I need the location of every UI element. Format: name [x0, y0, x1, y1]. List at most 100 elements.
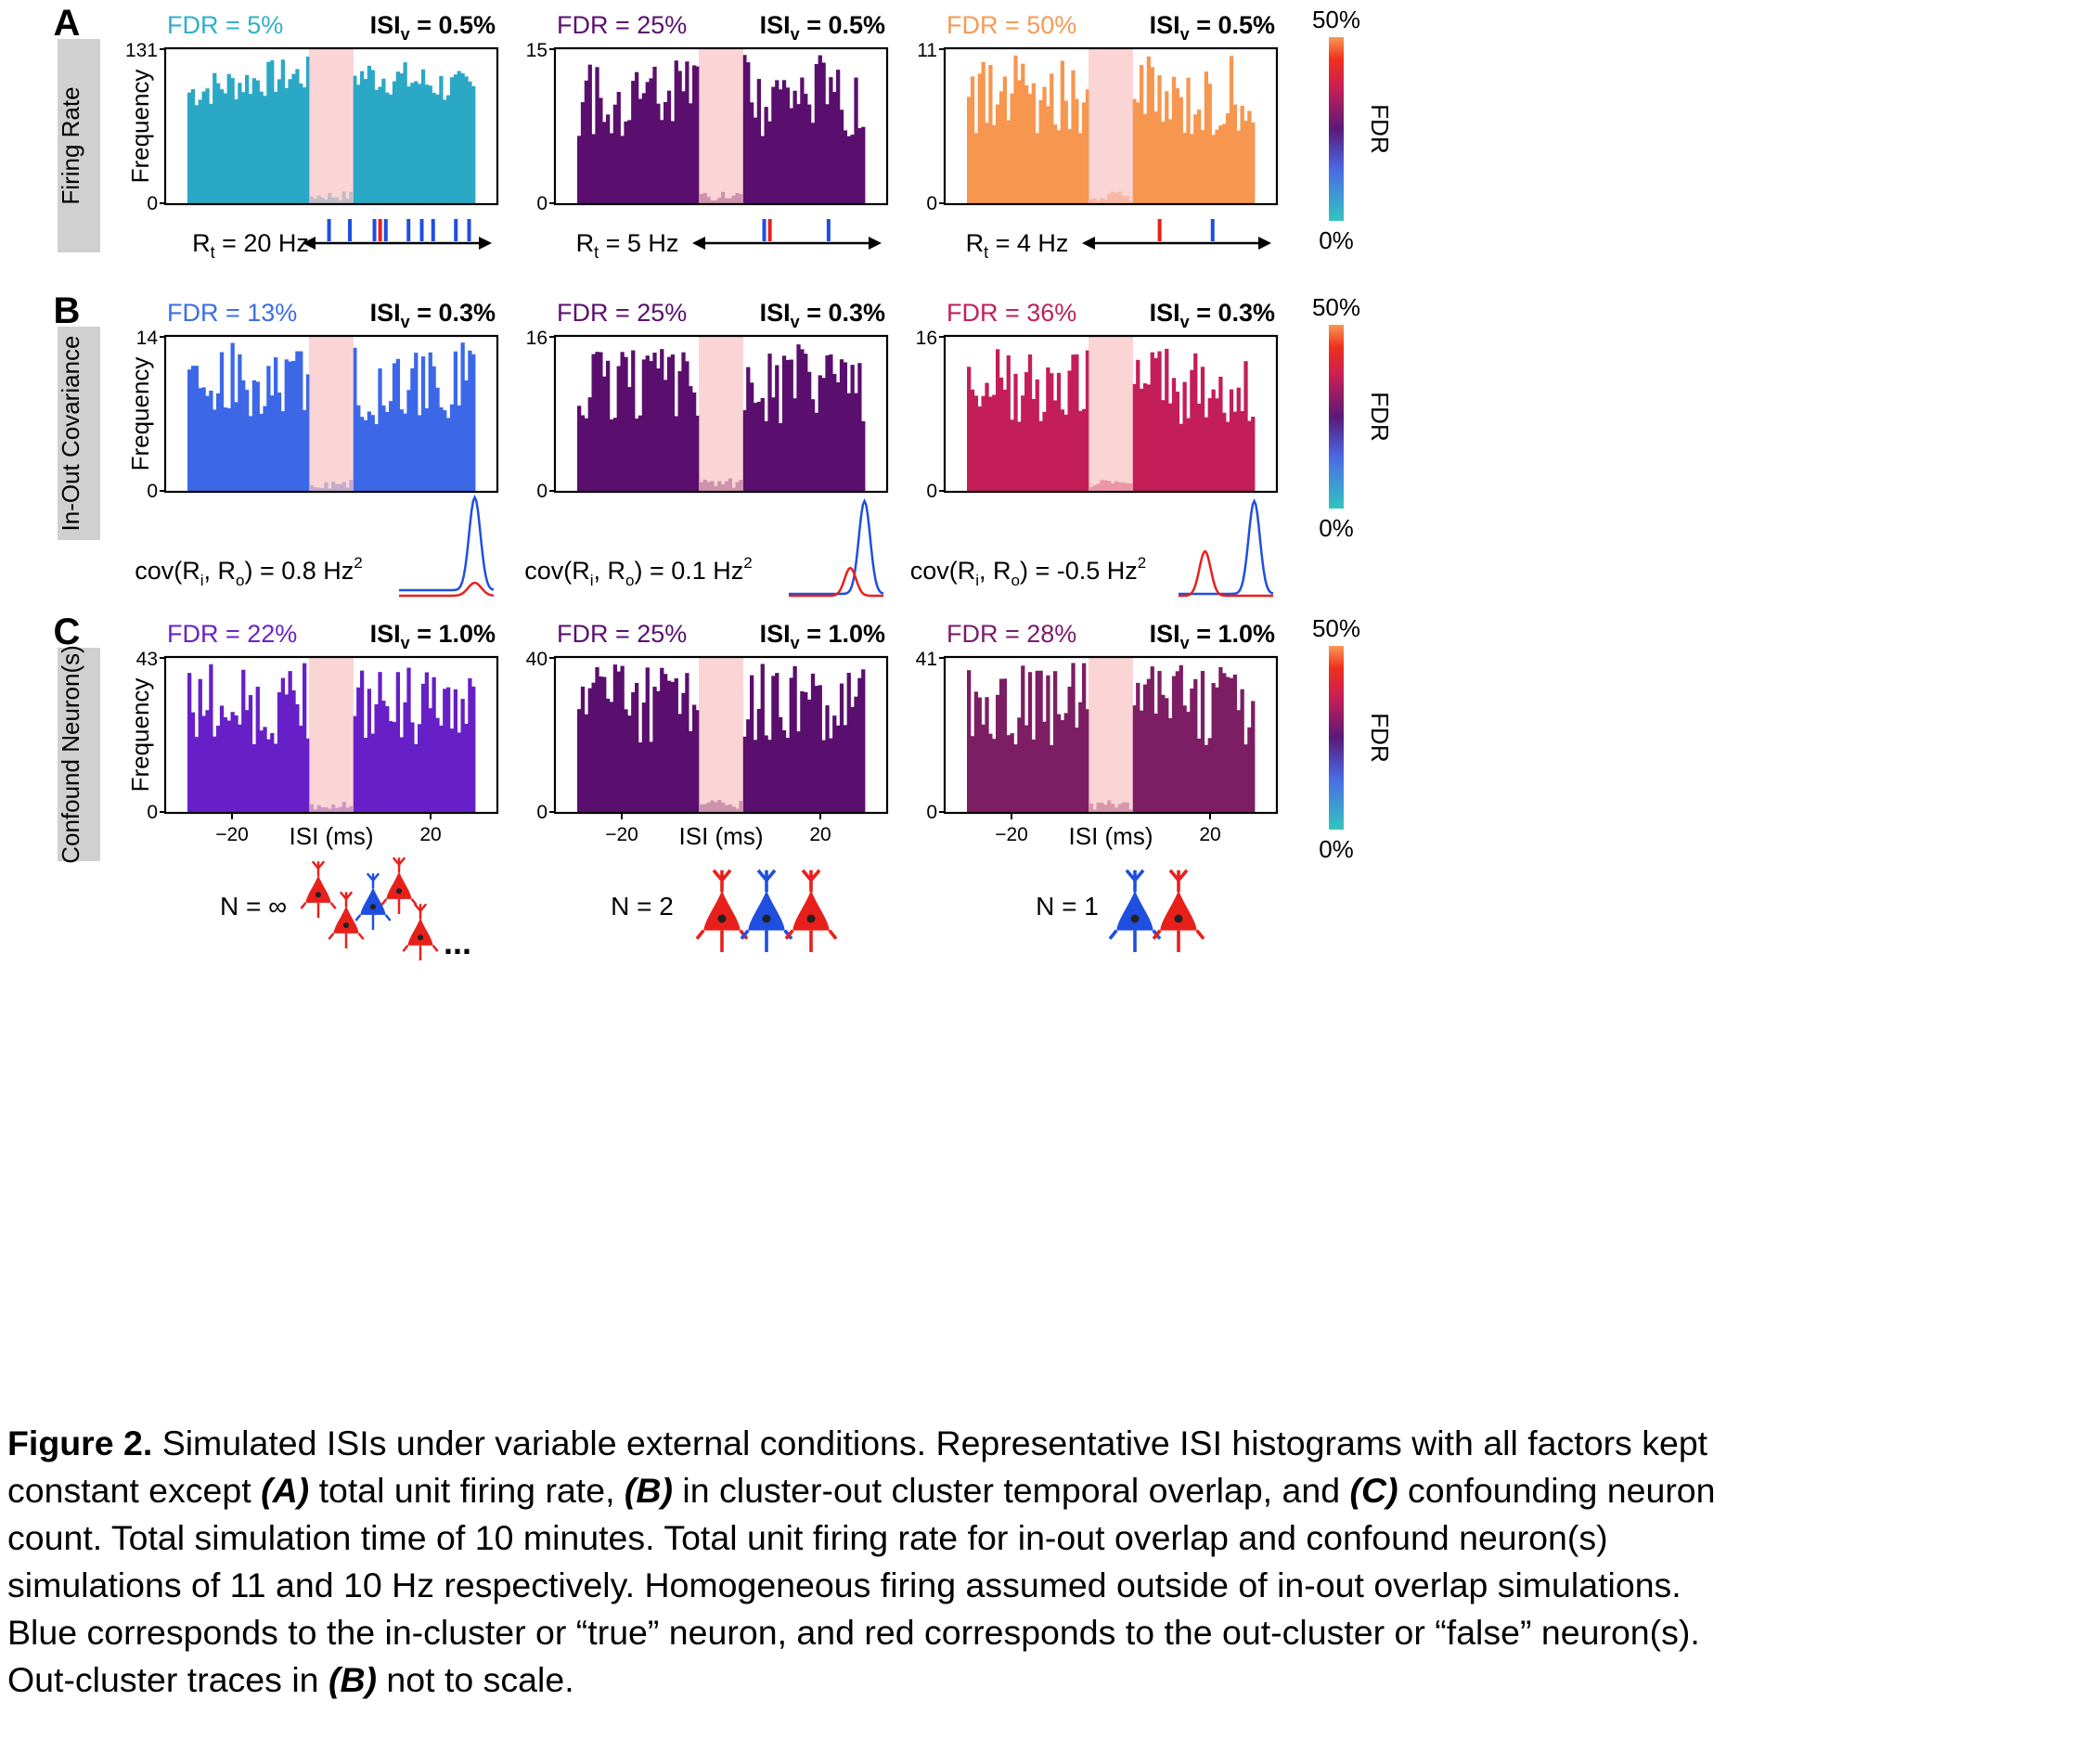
- histogram-bar: [1013, 744, 1018, 813]
- histogram-bar: [627, 715, 632, 813]
- axes-frame: [943, 655, 1279, 815]
- histogram-bar: [829, 354, 833, 492]
- histogram-bar: [403, 702, 407, 813]
- histogram-bar: [1211, 683, 1216, 813]
- histogram-bar: [1179, 97, 1183, 204]
- histogram-bar: [1236, 130, 1241, 204]
- isi-value: = 1.0%: [1190, 620, 1275, 648]
- histogram-bar: [750, 675, 754, 813]
- rate-value: = 4 Hz: [988, 229, 1068, 257]
- histogram-bar: [792, 90, 797, 204]
- histogram-bar: [1082, 663, 1087, 813]
- histogram-bar: [420, 683, 426, 813]
- histogram-bar: [471, 354, 476, 492]
- covariance-superscript: 2: [354, 554, 362, 572]
- histogram-bar: [1146, 56, 1152, 204]
- histogram-bar: [685, 61, 689, 205]
- histogram-bar: [284, 359, 289, 492]
- histogram-bar: [631, 81, 636, 205]
- neuron-soma: [305, 875, 331, 903]
- side-label-box: [58, 327, 100, 540]
- histogram-bar: [1182, 705, 1187, 813]
- histogram-bar: [432, 676, 436, 813]
- caption-text-2a: constant except: [7, 1471, 262, 1510]
- histogram-bar: [785, 87, 791, 204]
- histogram-bar: [764, 735, 768, 813]
- histogram-bar: [1082, 102, 1087, 204]
- histogram-bar: [577, 709, 582, 813]
- neuron-nucleus: [1130, 914, 1140, 923]
- x-tick-label-neg: −20: [215, 824, 249, 845]
- histogram-bar: [209, 103, 213, 204]
- histogram-bar: [857, 363, 862, 492]
- histogram-bar: [1229, 56, 1234, 205]
- fdr-label: FDR = 25%: [557, 620, 687, 648]
- histogram-bar: [1179, 423, 1183, 492]
- histogram-bar: [288, 671, 292, 813]
- histogram-bar: [248, 695, 253, 813]
- y-tick-label-max: 16: [916, 328, 937, 349]
- histogram-bar: [464, 723, 469, 813]
- histogram-bar: [627, 120, 632, 204]
- histogram-bar: [829, 77, 833, 204]
- isi-violation-label: ISIv = 0.5%: [1150, 11, 1275, 44]
- histogram-bar: [1200, 367, 1205, 492]
- histogram-bar: [1204, 744, 1209, 813]
- histogram-bar: [663, 101, 668, 204]
- histogram-bar: [432, 366, 436, 492]
- histogram-bar: [1071, 663, 1076, 813]
- histogram-bar: [460, 72, 465, 204]
- histogram-bar: [1215, 129, 1219, 204]
- histogram-bar: [746, 719, 751, 813]
- histogram-bar: [389, 401, 393, 492]
- histogram-bar: [1247, 110, 1252, 204]
- histogram-bar: [825, 104, 830, 204]
- histogram-bar: [649, 361, 653, 492]
- histogram-bar: [616, 671, 621, 813]
- histogram-bar: [363, 419, 368, 492]
- histogram-bar: [1053, 671, 1058, 813]
- histogram-bar: [836, 382, 841, 492]
- histogram-bar: [652, 353, 657, 492]
- histogram-bar: [988, 64, 993, 204]
- histogram-bar: [645, 82, 650, 204]
- caption-text-6b: not to scale.: [377, 1660, 574, 1699]
- histogram-bar: [1211, 135, 1216, 204]
- neuron-axon: [740, 929, 793, 953]
- caption-ref-b2: (B): [328, 1660, 378, 1699]
- histogram-bar: [226, 407, 231, 492]
- histogram-bar: [464, 76, 469, 205]
- histogram-bar: [428, 708, 432, 813]
- fdr-label: FDR = 25%: [557, 299, 687, 327]
- histogram-bar: [624, 709, 628, 813]
- histogram-bar: [606, 360, 611, 492]
- histogram-bar: [970, 736, 975, 813]
- covariance-sub-i: i: [590, 572, 594, 589]
- histogram-bar: [201, 387, 206, 492]
- histogram-bar: [789, 108, 793, 204]
- histogram-bar: [238, 83, 242, 205]
- histogram-bar: [781, 355, 787, 492]
- histogram-bar: [750, 102, 754, 204]
- histogram-bar: [255, 687, 260, 813]
- histogram-bar: [796, 344, 801, 492]
- histogram-bar: [609, 419, 614, 492]
- histogram-bar: [270, 733, 275, 813]
- caption-line-5: Blue corresponds to the in-cluster or “t…: [7, 1613, 1700, 1652]
- histogram-bar: [1024, 725, 1029, 813]
- histogram-bar: [238, 724, 242, 813]
- histogram-bar: [1226, 113, 1230, 204]
- histogram-bar: [1053, 400, 1058, 492]
- histogram-bar: [234, 402, 238, 492]
- isi-value: = 0.3%: [800, 299, 885, 327]
- histogram-bar: [649, 741, 653, 813]
- panel-letter: B: [54, 290, 81, 331]
- histogram-bar: [370, 733, 375, 813]
- histogram-bar: [226, 720, 231, 813]
- caption-ref-a: (A): [261, 1471, 310, 1510]
- histogram-bar: [985, 122, 989, 204]
- x-tick-label-pos: 20: [809, 824, 831, 845]
- histogram-bar: [435, 717, 440, 813]
- neuron-dendrite: [339, 891, 354, 908]
- refractory-band: [309, 336, 354, 492]
